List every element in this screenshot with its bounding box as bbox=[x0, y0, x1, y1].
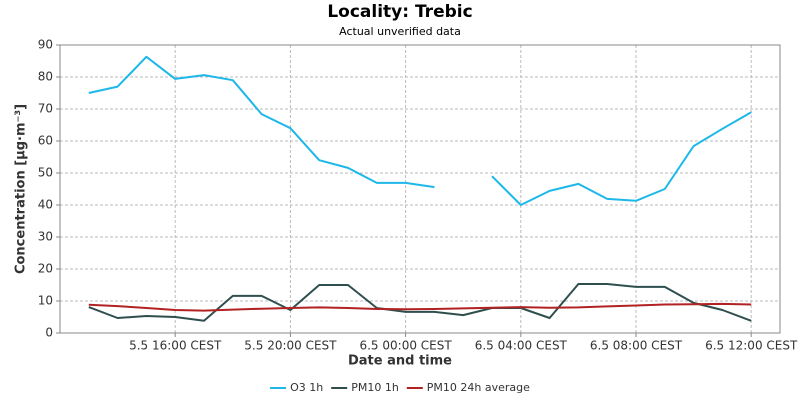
x-tick-label: 6.5 08:00 CEST bbox=[590, 339, 683, 353]
plot-border bbox=[59, 44, 781, 334]
plot-area bbox=[60, 45, 780, 333]
x-tick-label: 5.5 20:00 CEST bbox=[244, 339, 337, 353]
y-tick-label: 20 bbox=[38, 262, 53, 276]
chart-subtitle: Actual unverified data bbox=[339, 25, 461, 38]
series-line bbox=[88, 302, 752, 312]
y-tick-label: 90 bbox=[38, 38, 53, 52]
series-line bbox=[88, 55, 752, 206]
y-tick-label: 40 bbox=[38, 198, 53, 212]
y-axis-label: Concentration [µg·m⁻³] bbox=[14, 104, 29, 274]
series-line bbox=[88, 283, 752, 322]
legend-label: PM10 24h average bbox=[427, 381, 530, 394]
y-tick-label: 60 bbox=[38, 134, 53, 148]
y-tick-label: 0 bbox=[45, 326, 53, 340]
legend-label: O3 1h bbox=[290, 381, 323, 394]
x-tick-label: 6.5 00:00 CEST bbox=[359, 339, 452, 353]
y-tick-label: 70 bbox=[38, 102, 53, 116]
x-tick-label: 6.5 04:00 CEST bbox=[475, 339, 568, 353]
chart-title: Locality: Trebic bbox=[327, 2, 472, 22]
x-tick-label: 5.5 16:00 CEST bbox=[129, 339, 222, 353]
y-tick-label: 50 bbox=[38, 166, 53, 180]
y-tick-label: 30 bbox=[38, 230, 53, 244]
y-tick-label: 10 bbox=[38, 294, 53, 308]
x-tick-label: 6.5 12:00 CEST bbox=[705, 339, 798, 353]
legend-label: PM10 1h bbox=[351, 381, 399, 394]
y-tick-label: 80 bbox=[38, 70, 53, 84]
x-axis-label: Date and time bbox=[348, 354, 452, 369]
